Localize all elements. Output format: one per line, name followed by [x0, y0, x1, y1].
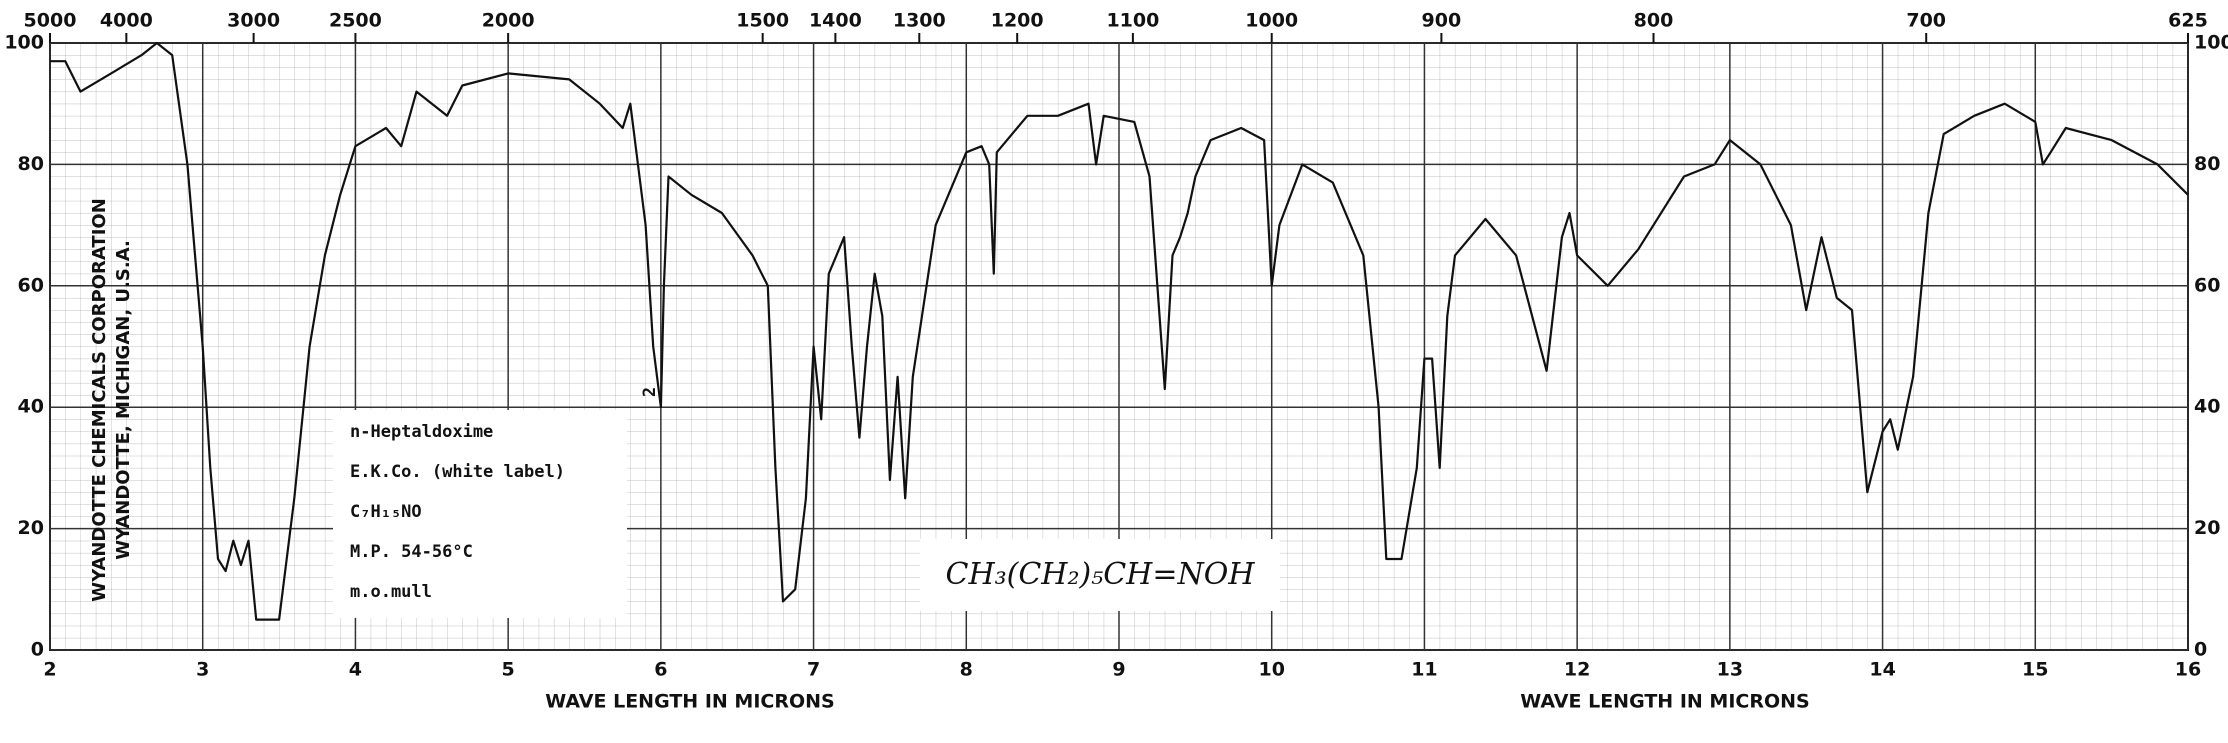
- y-tick-label-right: 80: [2194, 153, 2220, 175]
- x-tick-label: 11: [1411, 659, 1437, 681]
- sample-name: n-Heptaldoxime: [350, 422, 493, 442]
- x-tick-label: 14: [1869, 659, 1895, 681]
- y-tick-label: 100: [4, 32, 44, 54]
- y-tick-label-right: 40: [2194, 396, 2220, 418]
- y-tick-label: 60: [18, 274, 44, 296]
- top-tick-label: 1200: [991, 10, 1044, 32]
- x-tick-label: 3: [196, 659, 209, 681]
- sample-source: E.K.Co. (white label): [350, 462, 565, 482]
- manufacturer: WYANDOTTE CHEMICALS CORPORATION: [89, 198, 110, 602]
- sample-formula: C₇H₁₅NO: [350, 502, 422, 522]
- info-box: [333, 410, 627, 618]
- x-tick-label: 12: [1564, 659, 1590, 681]
- x-tick-label: 9: [1112, 659, 1125, 681]
- y-tick-label-right: 20: [2194, 517, 2220, 539]
- sample-mp: M.P. 54-56°C: [350, 542, 473, 562]
- top-tick-label: 1300: [893, 10, 946, 32]
- location: WYANDOTTE, MICHIGAN, U.S.A.: [113, 240, 134, 560]
- y-tick-label-right: 100: [2194, 32, 2228, 54]
- structural-formula: CH₃(CH₂)₅CH=NOH: [946, 557, 1256, 592]
- x-tick-label: 6: [654, 659, 667, 681]
- top-tick-label: 700: [1906, 10, 1946, 32]
- y-tick-label: 80: [18, 153, 44, 175]
- x-tick-label: 2: [43, 659, 56, 681]
- y-tick-label: 0: [31, 639, 44, 661]
- annotation-2: 2: [640, 387, 660, 397]
- x-tick-label: 16: [2175, 659, 2201, 681]
- y-tick-label-right: 0: [2194, 639, 2207, 661]
- top-tick-label: 1500: [736, 10, 789, 32]
- x-tick-label: 13: [1717, 659, 1743, 681]
- top-tick-label: 2500: [329, 10, 382, 32]
- x-axis-label: WAVE LENGTH IN MICRONS: [545, 691, 834, 713]
- y-tick-label-right: 60: [2194, 274, 2220, 296]
- x-tick-label: 4: [349, 659, 362, 681]
- top-tick-label: 900: [1422, 10, 1462, 32]
- top-tick-label: 1100: [1106, 10, 1159, 32]
- x-tick-label: 7: [807, 659, 820, 681]
- top-tick-label: 4000: [100, 10, 153, 32]
- y-tick-label: 20: [18, 517, 44, 539]
- formula-box: [920, 539, 1280, 611]
- x-tick-label: 5: [502, 659, 515, 681]
- top-tick-label: 2000: [482, 10, 535, 32]
- x-axis-label: WAVE LENGTH IN MICRONS: [1520, 691, 1809, 713]
- top-tick-label: 1400: [809, 10, 862, 32]
- top-tick-label: 800: [1634, 10, 1674, 32]
- top-tick-label: 625: [2168, 10, 2208, 32]
- y-tick-label: 40: [18, 396, 44, 418]
- sample-medium: m.o.mull: [350, 582, 432, 602]
- x-tick-label: 15: [2022, 659, 2048, 681]
- x-tick-label: 8: [960, 659, 973, 681]
- top-tick-label: 1000: [1245, 10, 1298, 32]
- x-tick-label: 10: [1258, 659, 1284, 681]
- top-tick-label: 5000: [24, 10, 77, 32]
- spectrum-line: [50, 41, 2189, 621]
- top-tick-label: 3000: [227, 10, 280, 32]
